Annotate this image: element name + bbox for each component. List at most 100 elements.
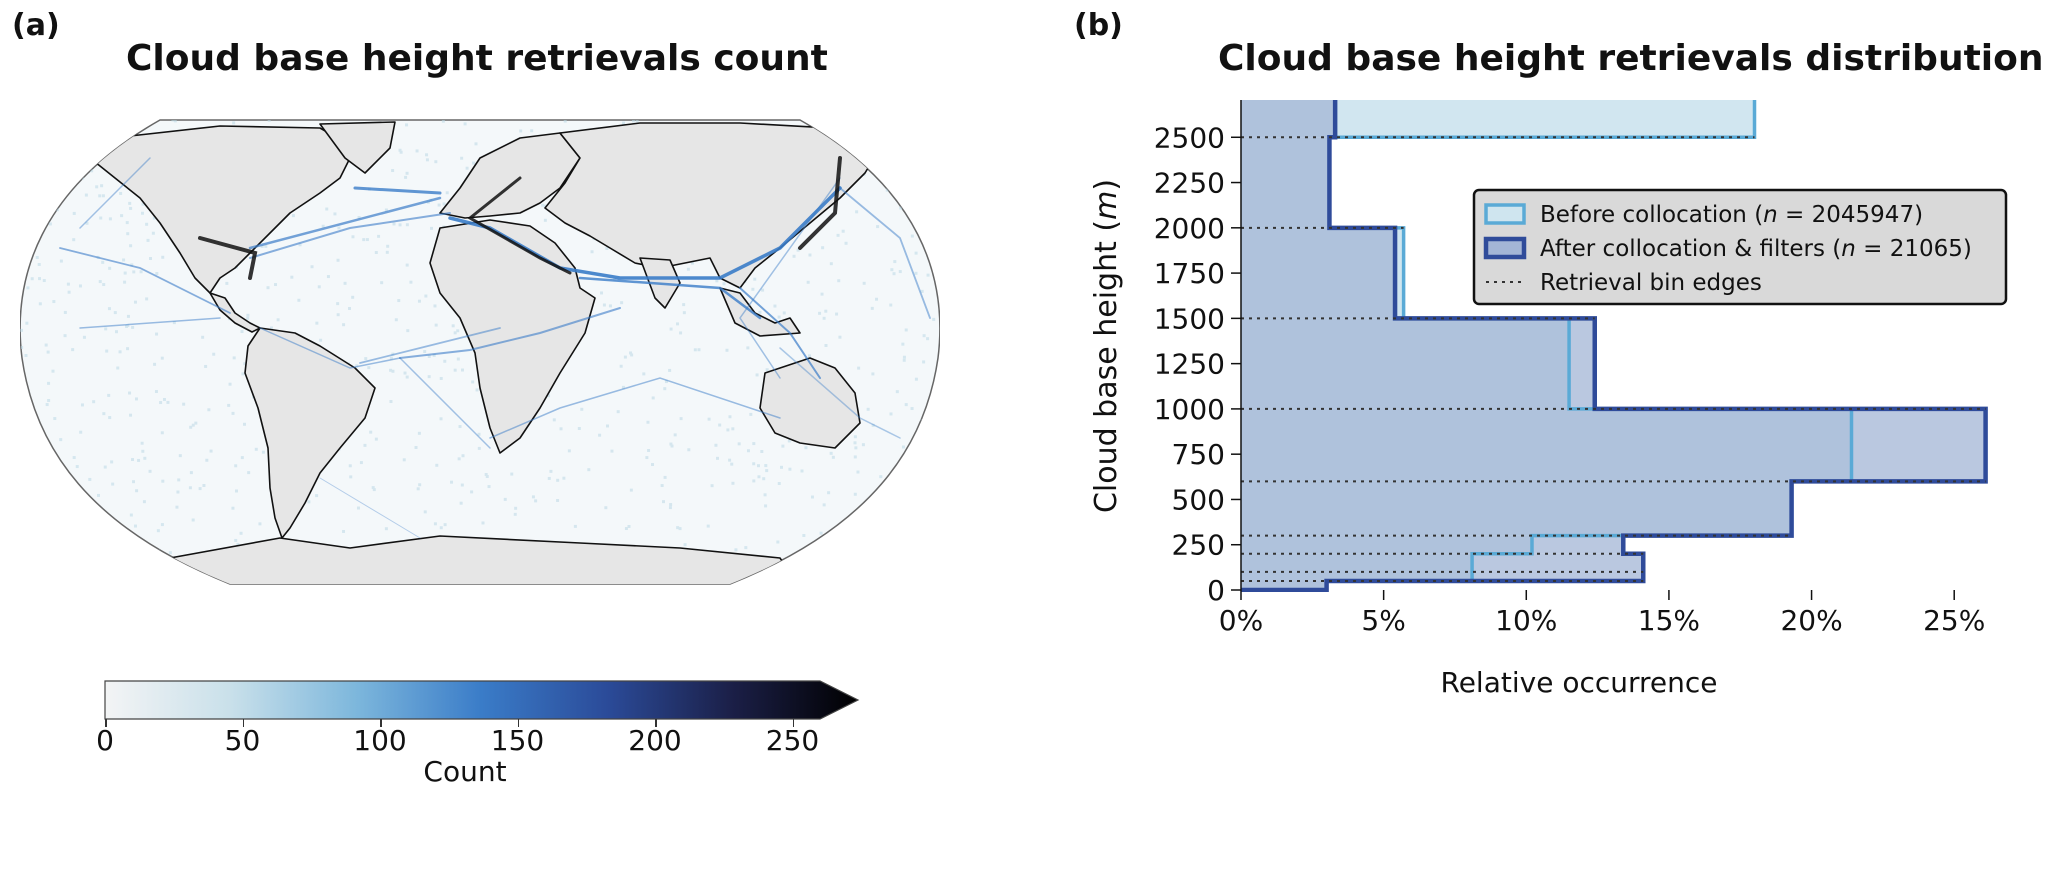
- ocean-speckle: [911, 517, 915, 521]
- ocean-speckle: [859, 560, 863, 564]
- ocean-speckle: [54, 134, 58, 138]
- ocean-speckle: [23, 575, 27, 579]
- ocean-speckle: [133, 300, 137, 304]
- ocean-speckle: [30, 277, 34, 281]
- ocean-speckle: [908, 491, 912, 495]
- ocean-speckle: [484, 473, 488, 477]
- ocean-speckle: [267, 120, 271, 122]
- ocean-speckle: [374, 251, 378, 255]
- ocean-speckle: [26, 208, 30, 212]
- ocean-speckle: [686, 267, 690, 271]
- ocean-speckle: [435, 463, 439, 467]
- ocean-speckle: [543, 218, 547, 222]
- ocean-speckle: [893, 120, 897, 122]
- shipping-route: [399, 307, 621, 359]
- ocean-speckle: [385, 250, 389, 254]
- ocean-speckle: [863, 131, 867, 135]
- ocean-speckle: [460, 483, 464, 487]
- ocean-speckle: [108, 217, 112, 221]
- ocean-speckle: [26, 286, 30, 290]
- ocean-speckle: [134, 125, 138, 129]
- ocean-speckle: [59, 486, 63, 490]
- ocean-speckle: [559, 427, 563, 431]
- shipping-route: [739, 287, 821, 379]
- ocean-speckle: [123, 271, 127, 275]
- ocean-speckle: [37, 262, 41, 266]
- ocean-speckle: [51, 369, 55, 373]
- ocean-speckle: [201, 335, 205, 339]
- ocean-speckle: [92, 400, 96, 404]
- colorbar-tick-label: 100: [353, 724, 407, 757]
- ocean-speckle: [894, 471, 898, 475]
- ocean-speckle: [264, 244, 268, 248]
- ocean-speckle: [821, 246, 825, 250]
- ocean-speckle: [108, 266, 112, 270]
- legend-entry-label: After collocation & filters (n = 21065): [1540, 236, 1972, 262]
- ocean-speckle: [242, 422, 246, 426]
- ocean-speckle: [336, 302, 340, 306]
- ocean-speckle: [405, 223, 409, 227]
- ocean-speckle: [319, 338, 323, 342]
- shipping-route: [79, 157, 151, 229]
- ocean-speckle: [731, 427, 735, 431]
- ocean-speckle: [342, 529, 346, 533]
- ocean-speckle: [234, 538, 238, 542]
- ocean-speckle: [734, 548, 738, 552]
- ocean-speckle: [129, 413, 133, 417]
- x-tick-label: 0%: [1219, 604, 1263, 637]
- ocean-speckle: [171, 120, 175, 122]
- ocean-speckle: [796, 248, 800, 252]
- ocean-speckle: [111, 482, 115, 486]
- ocean-speckle: [605, 246, 609, 250]
- ocean-speckle: [427, 354, 431, 358]
- ocean-speckle: [926, 273, 930, 277]
- ocean-speckle: [669, 442, 673, 446]
- ocean-speckle: [326, 275, 330, 279]
- ocean-speckle: [715, 279, 719, 283]
- ocean-speckle: [310, 265, 314, 269]
- ocean-speckle: [895, 390, 899, 394]
- ocean-speckle: [829, 262, 833, 266]
- ocean-speckle: [629, 351, 633, 355]
- ocean-speckle: [161, 255, 165, 259]
- ocean-speckle: [910, 407, 914, 411]
- ocean-speckle: [131, 458, 135, 462]
- ocean-speckle: [899, 206, 903, 210]
- ocean-speckle: [417, 431, 421, 435]
- ocean-speckle: [556, 478, 560, 482]
- ocean-speckle: [904, 328, 908, 332]
- ocean-speckle: [231, 506, 235, 510]
- ocean-speckle: [258, 522, 262, 526]
- ocean-speckle: [457, 457, 461, 461]
- colorbar-tick-label: 250: [765, 724, 820, 757]
- histogram-bar: [1241, 535, 1624, 554]
- ocean-speckle: [616, 410, 620, 414]
- ocean-speckle: [441, 120, 445, 123]
- ocean-speckle: [399, 150, 403, 154]
- ocean-speckle: [107, 307, 111, 311]
- ocean-speckle: [928, 125, 932, 129]
- ocean-speckle: [534, 499, 538, 503]
- shipping-route: [489, 377, 781, 439]
- ocean-speckle: [71, 348, 75, 352]
- high-density-route: [198, 236, 258, 280]
- ocean-speckle: [876, 225, 880, 229]
- ocean-speckle: [725, 348, 729, 352]
- colorbar-tick-mark: [655, 719, 657, 727]
- ocean-speckle: [141, 202, 145, 206]
- ocean-speckle: [343, 281, 347, 285]
- ocean-speckle: [749, 412, 753, 416]
- ocean-speckle: [914, 156, 918, 160]
- ocean-speckle: [624, 527, 628, 531]
- histogram-outline: [1241, 100, 1988, 592]
- ocean-speckle: [405, 171, 409, 175]
- ocean-speckle: [291, 585, 294, 586]
- ocean-speckle: [756, 464, 760, 468]
- ocean-speckle: [59, 259, 63, 263]
- y-tick-label: 2250: [1154, 167, 1225, 200]
- ocean-speckle: [90, 530, 94, 534]
- ocean-speckle: [837, 279, 841, 283]
- ocean-speckle: [100, 184, 104, 188]
- ocean-speckle: [434, 323, 438, 327]
- ocean-speckle: [336, 313, 340, 317]
